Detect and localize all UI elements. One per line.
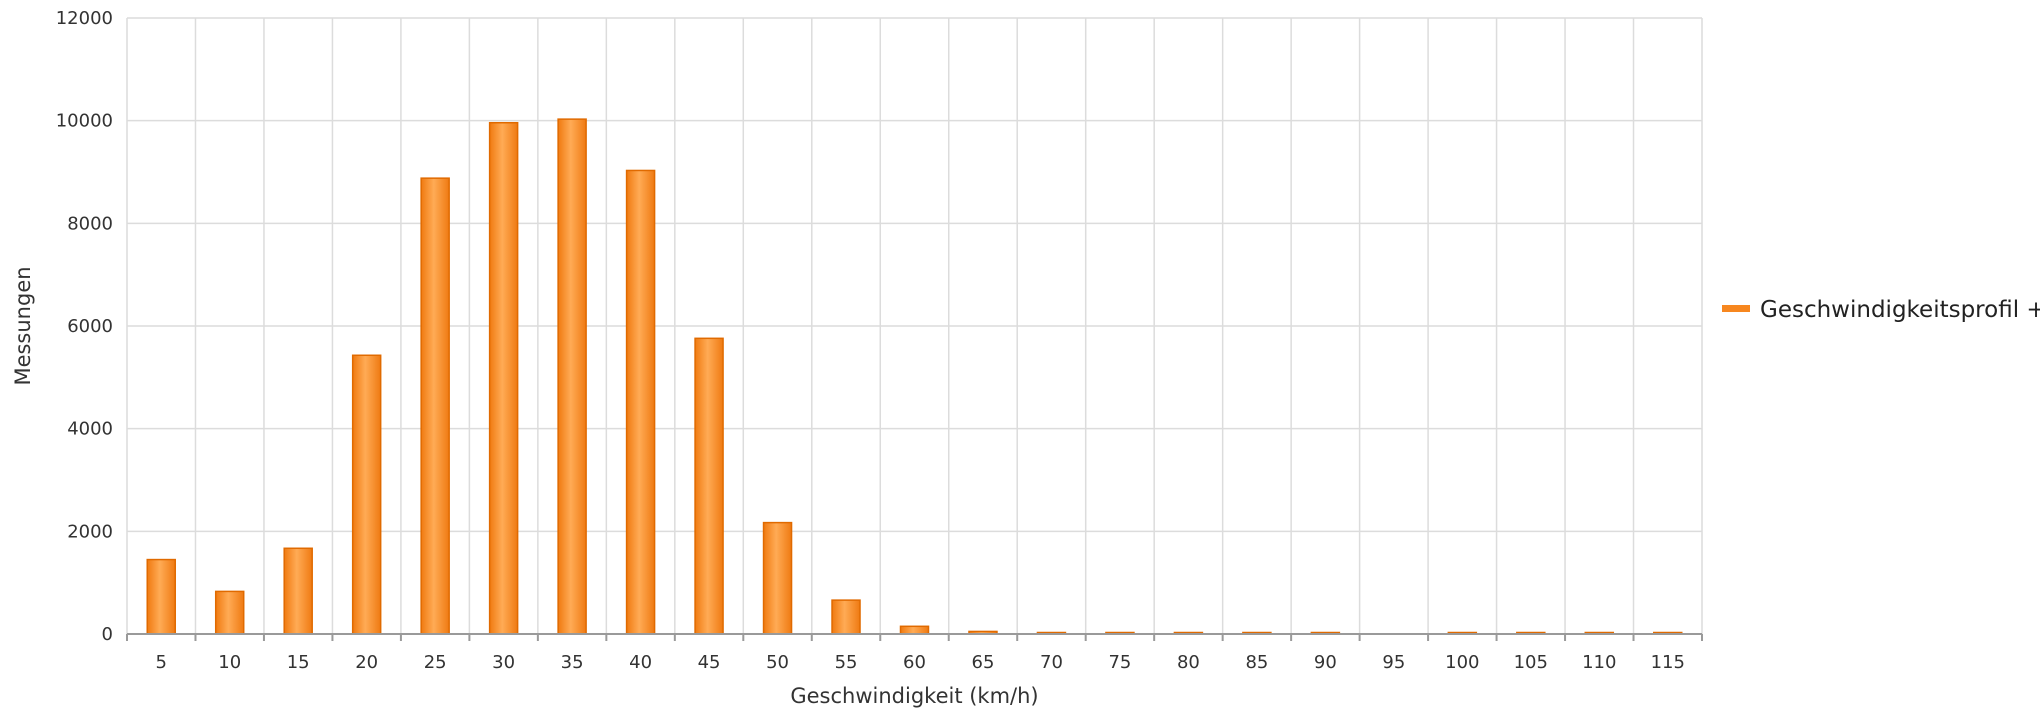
x-tick-label: 75 <box>1108 652 1131 673</box>
legend-swatch <box>1722 305 1750 312</box>
x-tick-label: 25 <box>424 652 447 673</box>
x-tick-label: 40 <box>629 652 652 673</box>
y-tick-label: 10000 <box>56 111 113 132</box>
bar-60[interactable] <box>899 625 930 635</box>
bar-5[interactable] <box>146 558 176 635</box>
x-tick-label: 60 <box>903 652 926 673</box>
y-tick-label: 4000 <box>67 419 113 440</box>
x-tick-label: 80 <box>1177 652 1200 673</box>
x-tick-label: 90 <box>1314 652 1337 673</box>
x-axis-title: Geschwindigkeit (km/h) <box>790 684 1038 708</box>
x-tick-label: 95 <box>1382 652 1405 673</box>
bar-15[interactable] <box>283 547 313 635</box>
bars <box>146 118 1683 635</box>
x-tick-label: 20 <box>355 652 378 673</box>
x-tick-label: 45 <box>698 652 721 673</box>
y-tick-label: 0 <box>102 624 113 645</box>
grid <box>126 17 1703 634</box>
bar-25[interactable] <box>420 177 450 635</box>
legend[interactable]: Geschwindigkeitsprofil + <box>1722 297 2040 323</box>
tick-labels: 0 2000 4000 6000 8000 10000 12000 5 10 15 20 25 30 35… <box>56 8 1685 673</box>
bar-50[interactable] <box>762 521 793 635</box>
x-tick-label: 65 <box>972 652 995 673</box>
y-tick-label: 12000 <box>56 8 113 29</box>
x-tick-label: 115 <box>1651 652 1685 673</box>
bar-40[interactable] <box>625 169 656 635</box>
x-tick-label: 35 <box>561 652 584 673</box>
x-tick-label: 110 <box>1582 652 1616 673</box>
x-tick-label: 105 <box>1514 652 1548 673</box>
bar-30[interactable] <box>488 121 519 635</box>
x-tick-label: 70 <box>1040 652 1063 673</box>
bar-45[interactable] <box>694 337 724 635</box>
x-tick-label: 10 <box>218 652 241 673</box>
bar-10[interactable] <box>214 590 245 635</box>
x-tick-label: 100 <box>1445 652 1479 673</box>
x-tick-label: 50 <box>766 652 789 673</box>
x-tick-label: 30 <box>492 652 515 673</box>
x-tick-label: 55 <box>835 652 858 673</box>
x-tick-label: 5 <box>156 652 167 673</box>
legend-label: Geschwindigkeitsprofil + <box>1760 297 2040 323</box>
bar-55[interactable] <box>831 599 861 635</box>
x-tick-label: 85 <box>1245 652 1268 673</box>
y-tick-label: 2000 <box>67 521 113 542</box>
x-tick-label: 15 <box>287 652 310 673</box>
bar-20[interactable] <box>351 354 382 635</box>
bar-35[interactable] <box>557 118 587 635</box>
y-tick-label: 8000 <box>67 213 113 234</box>
axes <box>126 633 1703 641</box>
y-axis-title: Messungen <box>11 266 35 385</box>
y-tick-label: 6000 <box>67 316 113 337</box>
